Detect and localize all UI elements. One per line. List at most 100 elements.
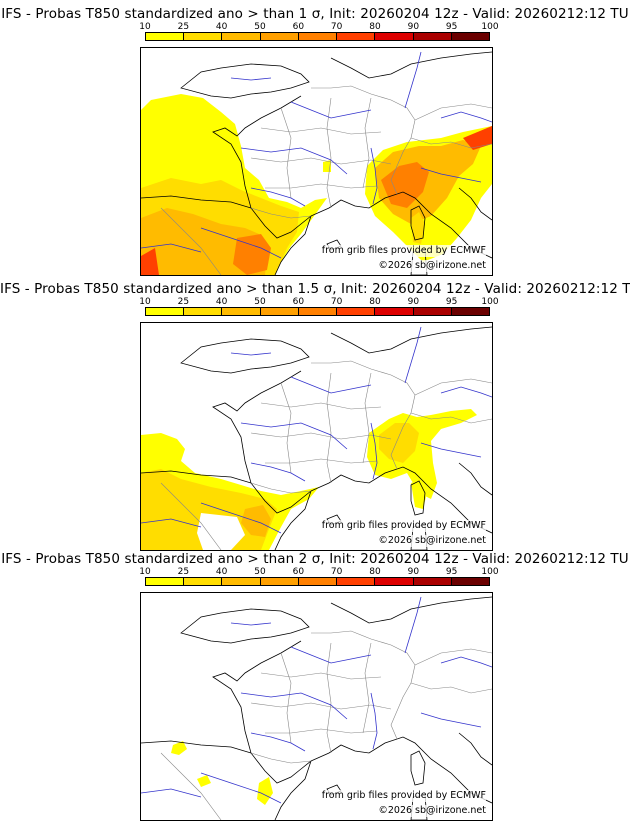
border-departments-3 bbox=[265, 728, 378, 734]
colorbar-bar bbox=[145, 307, 490, 316]
probability-map: from grib files provided by ECMWF ©2026 … bbox=[140, 592, 493, 821]
river-thames bbox=[230, 352, 272, 356]
colorbar-tick-label: 90 bbox=[407, 22, 420, 32]
colorbar-swatch bbox=[337, 33, 376, 40]
probability-map: from grib files provided by ECMWF ©2026 … bbox=[140, 322, 493, 551]
colorbar-swatch bbox=[451, 308, 489, 315]
map-svg bbox=[141, 51, 492, 275]
colorbar-labels: 10 25 40 50 60 70 80 90 95 100 bbox=[139, 22, 498, 32]
colorbar-tick-label: 10 bbox=[139, 567, 151, 577]
coastline-iberia-north bbox=[141, 195, 252, 209]
river-rhone bbox=[370, 692, 378, 750]
coastline-channel-atlantic bbox=[212, 370, 312, 514]
colorbar-tick-label: 95 bbox=[445, 22, 458, 32]
river-ebro bbox=[200, 502, 282, 534]
border-france-east bbox=[390, 682, 412, 740]
colorbar-swatch bbox=[184, 33, 223, 40]
coastline-adriatic bbox=[458, 462, 492, 496]
river-po bbox=[420, 167, 482, 183]
prob-area-med-patch bbox=[257, 777, 273, 805]
colorbar-tick-label: 40 bbox=[215, 297, 228, 307]
border-departments-4 bbox=[280, 382, 292, 474]
colorbar-tick-label: 80 bbox=[369, 297, 381, 307]
border-departments-2 bbox=[250, 157, 392, 165]
prob-area-iberia-gap bbox=[197, 513, 245, 550]
colorbar-swatch bbox=[184, 578, 223, 585]
border-departments-3 bbox=[265, 183, 378, 189]
coastline-north-sea bbox=[330, 326, 492, 354]
colorbar-swatch bbox=[260, 308, 299, 315]
coastline-iberia-north bbox=[141, 470, 252, 484]
prob-area-corsica bbox=[411, 479, 427, 509]
map-panel-2: IFS - Probas T850 standardized ano > tha… bbox=[0, 275, 630, 551]
coastline-north-sea bbox=[330, 596, 492, 624]
coastline-england bbox=[180, 63, 310, 99]
colorbar-tick-label: 95 bbox=[445, 297, 458, 307]
colorbar-swatch bbox=[337, 308, 376, 315]
border-departments-5 bbox=[326, 642, 332, 754]
colorbar-swatch bbox=[146, 33, 185, 40]
border-pyrenees bbox=[250, 482, 312, 494]
river-garonne bbox=[250, 732, 306, 752]
colorbar-tick-label: 10 bbox=[139, 297, 151, 307]
source-credit: from grib files provided by ECMWF bbox=[321, 520, 486, 532]
colorbar-tick-label: 100 bbox=[481, 567, 499, 577]
prob-area-atlantic-patch bbox=[171, 741, 187, 755]
river-rhine bbox=[404, 51, 422, 109]
river-po bbox=[420, 442, 482, 458]
coastline-corsica bbox=[410, 750, 426, 786]
border-france-east bbox=[390, 137, 412, 195]
border-pyrenees bbox=[250, 752, 312, 764]
border-departments-1 bbox=[260, 402, 382, 410]
river-seine bbox=[290, 376, 372, 394]
border-departments-6 bbox=[362, 97, 372, 189]
prob-area-corsica bbox=[411, 212, 425, 244]
river-thames bbox=[230, 77, 272, 81]
prob-area-east-peak bbox=[463, 126, 492, 150]
rivers bbox=[141, 596, 492, 804]
colorbar-tick-label: 40 bbox=[215, 22, 228, 32]
border-departments-1 bbox=[260, 127, 382, 135]
coastline-mediterranean bbox=[310, 191, 492, 259]
coastline-iberia-east bbox=[274, 760, 312, 820]
river-rhone bbox=[370, 422, 378, 480]
colorbar-tick-label: 60 bbox=[292, 297, 305, 307]
colorbar-tick-label: 50 bbox=[254, 567, 266, 577]
colorbar-tick-label: 10 bbox=[139, 22, 151, 32]
coastline-england bbox=[180, 338, 310, 374]
border-departments-2 bbox=[250, 432, 392, 440]
border-italy bbox=[410, 682, 492, 694]
colorbar-bar bbox=[145, 577, 490, 586]
colorbar-swatch bbox=[222, 578, 261, 585]
border-germany bbox=[414, 378, 492, 396]
borders bbox=[160, 85, 492, 275]
river-danube bbox=[440, 386, 492, 398]
colorbar-labels: 10 25 40 50 60 70 80 90 95 100 bbox=[139, 297, 498, 307]
colorbar-labels: 10 25 40 50 60 70 80 90 95 100 bbox=[139, 567, 498, 577]
colorbar-swatch bbox=[451, 33, 489, 40]
prob-area-iberia-peak bbox=[233, 234, 271, 275]
border-germany bbox=[414, 648, 492, 666]
colorbar-swatch bbox=[222, 33, 261, 40]
colorbar-tick-label: 50 bbox=[254, 297, 266, 307]
colorbar-tick-label: 80 bbox=[369, 567, 381, 577]
river-danube bbox=[440, 111, 492, 123]
colorbar-tick-label: 95 bbox=[445, 567, 458, 577]
colorbar-tick-label: 25 bbox=[177, 22, 190, 32]
prob-area-small-patch bbox=[323, 160, 331, 172]
rivers bbox=[141, 51, 492, 259]
prob-area-iberia-orange bbox=[141, 469, 277, 550]
coastline-iberia-east bbox=[274, 490, 312, 550]
colorbar-swatch bbox=[146, 578, 185, 585]
river-rhine bbox=[404, 326, 422, 384]
coastline-iberia-north bbox=[141, 740, 252, 754]
copyright-credit: ©2026 sb@irizone.net bbox=[378, 260, 486, 272]
coastline-channel-atlantic bbox=[212, 640, 312, 784]
prob-area-alps-peak bbox=[381, 162, 429, 208]
colorbar-tick-label: 100 bbox=[481, 22, 499, 32]
colorbar-swatch bbox=[298, 578, 338, 585]
colorbar-swatch bbox=[413, 33, 452, 40]
colorbar-tick-label: 70 bbox=[330, 22, 343, 32]
border-germany bbox=[414, 103, 492, 121]
border-departments-2 bbox=[250, 702, 392, 710]
